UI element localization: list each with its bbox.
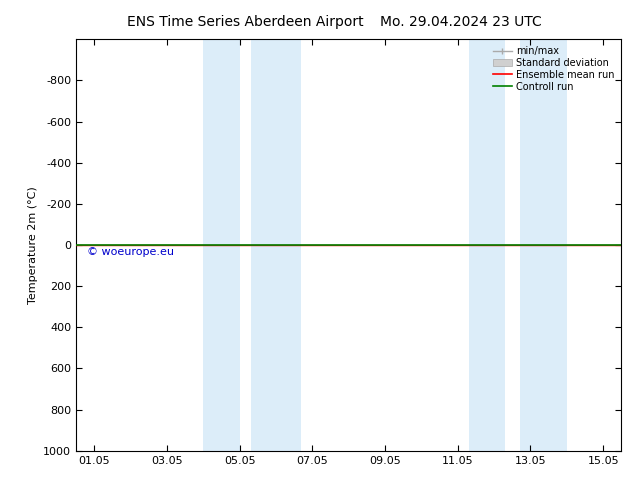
Text: © woeurope.eu: © woeurope.eu [87, 247, 174, 257]
Y-axis label: Temperature 2m (°C): Temperature 2m (°C) [28, 186, 37, 304]
Bar [250, 39, 301, 451]
Legend: min/max, Standard deviation, Ensemble mean run, Controll run: min/max, Standard deviation, Ensemble me… [491, 44, 616, 94]
Text: ENS Time Series Aberdeen Airport: ENS Time Series Aberdeen Airport [127, 15, 363, 29]
Bar [204, 39, 240, 451]
Text: Mo. 29.04.2024 23 UTC: Mo. 29.04.2024 23 UTC [380, 15, 542, 29]
Bar [519, 39, 567, 451]
Bar [469, 39, 505, 451]
